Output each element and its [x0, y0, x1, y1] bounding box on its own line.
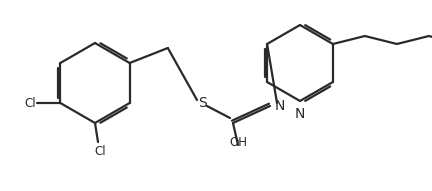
- Text: S: S: [197, 96, 206, 110]
- Text: Cl: Cl: [25, 96, 36, 109]
- Text: N: N: [295, 107, 305, 121]
- Text: Cl: Cl: [94, 145, 106, 158]
- Text: OH: OH: [229, 136, 247, 149]
- Text: N: N: [275, 99, 286, 113]
